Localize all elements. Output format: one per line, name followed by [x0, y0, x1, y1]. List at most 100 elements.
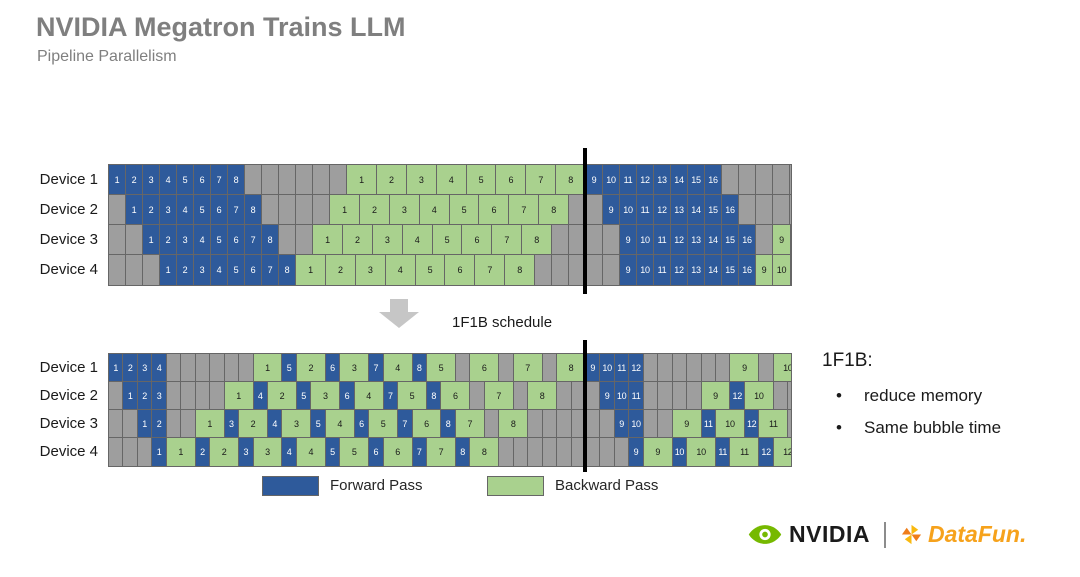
cell-forward: 7	[228, 195, 245, 224]
cell-forward: 8	[441, 410, 456, 437]
cell-backward: 2	[296, 354, 326, 381]
cell-forward: 11	[629, 382, 644, 409]
cell-idle	[585, 382, 601, 409]
cell-backward: 6	[441, 382, 471, 409]
cell-backward: 10	[773, 255, 791, 285]
cell-forward: 12	[744, 410, 760, 437]
cell-forward: 10	[629, 410, 644, 437]
cell-idle	[557, 410, 572, 437]
cell-forward: 2	[195, 438, 211, 466]
cell-idle	[687, 354, 702, 381]
bullet-icon: •	[836, 386, 842, 405]
cell-idle	[279, 165, 296, 194]
cell-idle	[484, 410, 500, 437]
cell-forward: 14	[688, 195, 705, 224]
cell-idle	[262, 165, 279, 194]
cell-idle	[658, 410, 673, 437]
cell-idle	[600, 410, 615, 437]
cell-forward: 2	[143, 195, 160, 224]
cell-forward: 11	[637, 195, 654, 224]
cell-backward: 8	[470, 438, 500, 466]
cell-forward: 5	[194, 195, 211, 224]
cell-idle	[603, 225, 620, 254]
cell-idle	[181, 354, 196, 381]
cell-forward: 7	[262, 255, 279, 285]
cell-idle	[643, 410, 659, 437]
cell-forward: 4	[194, 225, 211, 254]
cell-backward: 1	[253, 354, 283, 381]
cell-idle	[739, 195, 756, 224]
footer-logos: NVIDIA DataFun.	[748, 521, 1026, 548]
nvidia-wordmark: NVIDIA	[789, 521, 870, 547]
cell-idle	[672, 382, 688, 409]
bullet-icon: •	[836, 418, 842, 437]
cell-forward: 10	[614, 382, 630, 409]
arrow-head	[379, 312, 419, 328]
cell-forward: 8	[228, 165, 245, 194]
cell-forward: 3	[143, 165, 160, 194]
cell-backward: 7	[526, 165, 557, 194]
cell-forward: 7	[383, 382, 399, 409]
cell-forward: 12	[629, 354, 644, 381]
cell-idle	[296, 195, 313, 224]
page-title: NVIDIA Megatron Trains LLM	[36, 12, 406, 42]
datafun-wordmark: DataFun.	[927, 521, 1027, 547]
cell-forward: 5	[211, 225, 228, 254]
cell-forward: 7	[245, 225, 262, 254]
cell-backward: 9	[730, 354, 760, 381]
cell-backward: 5	[449, 195, 480, 224]
cell-backward: 1	[347, 165, 377, 194]
cell-idle	[166, 410, 182, 437]
cell-backward: 8	[528, 382, 558, 409]
cell-forward: 5	[177, 165, 194, 194]
backward-pass-label: Backward Pass	[555, 477, 659, 494]
notes-bullet: • Same bubble time	[822, 418, 1001, 438]
cell-forward: 10	[620, 195, 637, 224]
cell-backward: 9	[672, 410, 702, 437]
notes-bullet-text: Same bubble time	[864, 418, 1002, 437]
device-label: Device 2	[39, 386, 98, 404]
cell-idle	[126, 255, 143, 285]
cell-forward: 11	[654, 225, 671, 254]
cell-forward: 3	[239, 438, 254, 466]
cell-forward: 10	[672, 438, 688, 466]
cell-idle	[790, 195, 791, 224]
datafun-pinwheel-icon	[901, 524, 922, 545]
cell-forward: 1	[160, 255, 177, 285]
device-label: Device 1	[39, 170, 98, 188]
cell-backward: 4	[419, 195, 450, 224]
cell-idle	[181, 410, 196, 437]
cell-idle	[790, 165, 791, 194]
cell-forward: 12	[671, 225, 688, 254]
cell-forward: 1	[126, 195, 143, 224]
cell-forward: 9	[600, 382, 615, 409]
cell-forward: 6	[340, 382, 355, 409]
cell-forward: 15	[722, 255, 739, 285]
cell-idle	[262, 195, 279, 224]
cell-backward: 4	[296, 438, 326, 466]
cell-idle	[210, 354, 225, 381]
cell-backward: 3	[372, 225, 403, 254]
cell-backward: 6	[412, 410, 442, 437]
cell-idle	[585, 410, 601, 437]
notes-block: 1F1B: • reduce memory • Same bubble time	[822, 350, 1001, 450]
cell-forward: 5	[282, 354, 297, 381]
cell-backward: 7	[484, 382, 514, 409]
iteration-separator	[583, 148, 587, 294]
cell-forward: 13	[654, 165, 671, 194]
cell-forward: 16	[705, 165, 722, 194]
cell-forward: 1	[152, 438, 167, 466]
cell-forward: 4	[160, 165, 177, 194]
cell-idle	[313, 195, 330, 224]
cell-backward: 2	[210, 438, 240, 466]
cell-backward: 1	[313, 225, 343, 254]
cell-backward: 5	[466, 165, 497, 194]
cell-backward: 10	[773, 354, 791, 381]
schedule-row: 1 2 1 3 2 4 3 5 4 6 5 7 6 8 7 8 9 10 9 11 10 12 11	[109, 410, 791, 438]
1f1b-schedule-grid: 1234152637485678910111291012314253647586…	[108, 353, 792, 467]
device-label: Device 3	[39, 230, 98, 248]
cell-idle	[722, 165, 739, 194]
cell-backward: 8	[505, 255, 535, 285]
